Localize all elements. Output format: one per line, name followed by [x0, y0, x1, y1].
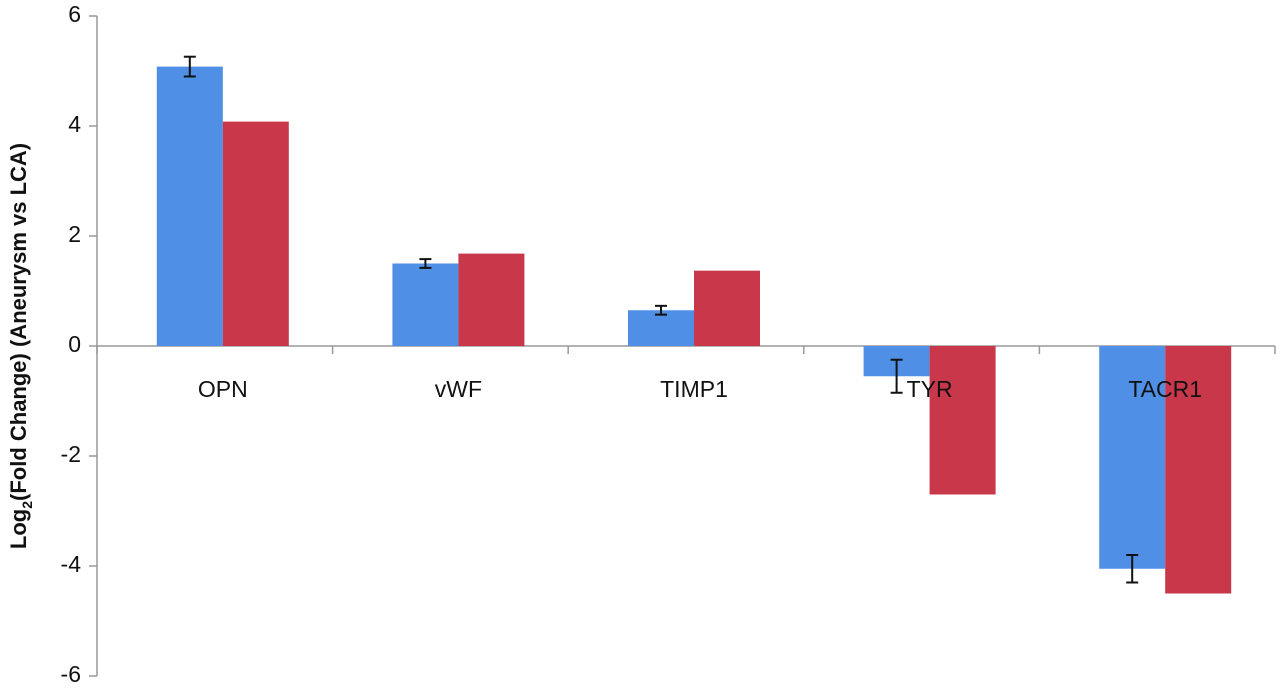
error-bar	[890, 358, 903, 394]
error-bar	[419, 258, 432, 269]
y-tick-label: 0	[68, 331, 81, 357]
y-tick-label: 2	[68, 221, 81, 247]
bar	[628, 310, 694, 346]
x-tick-label: vWF	[435, 376, 482, 402]
x-tick-label: TACR1	[1128, 376, 1202, 402]
y-tick-label: -2	[61, 441, 81, 467]
x-tick-label: TIMP1	[660, 376, 728, 402]
bar	[1099, 346, 1166, 569]
bar	[929, 346, 996, 495]
y-axis-label: Log2(Fold Change) (Aneurysm vs LCA)	[6, 143, 35, 549]
bar	[1165, 346, 1232, 594]
error-bar	[1126, 554, 1139, 584]
y-tick-label: 6	[68, 1, 81, 27]
y-tick-label: 4	[68, 111, 81, 137]
y-tick-label: -6	[61, 661, 81, 687]
y-label-subscript: 2	[19, 501, 35, 509]
y-label-rest: (Fold Change) (Aneurysm vs LCA)	[6, 143, 31, 501]
x-tick-label: OPN	[198, 376, 248, 402]
bar	[694, 270, 760, 346]
bar	[156, 66, 223, 346]
x-tick-label: TYR	[907, 376, 953, 402]
bar	[458, 253, 525, 346]
error-bar	[183, 55, 196, 78]
error-bar	[655, 304, 667, 316]
bar	[392, 263, 459, 346]
bar	[222, 121, 289, 346]
y-tick-label: -4	[61, 551, 82, 577]
y-label-base: Log	[6, 509, 31, 549]
